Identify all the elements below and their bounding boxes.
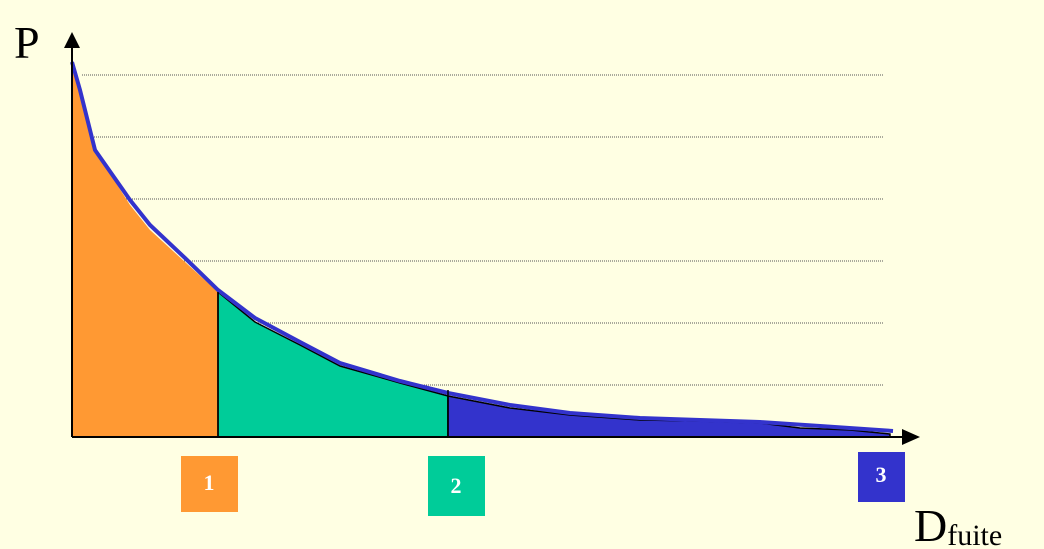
zone-3-box [858, 452, 905, 502]
zone-2-box [428, 456, 485, 516]
curve [70, 61, 894, 433]
x-axis-label: Dfuite [914, 500, 1002, 549]
x-axis-arrow [902, 429, 920, 445]
y-axis-arrow [64, 32, 80, 48]
zone-label: 3 [876, 462, 887, 487]
x-axis-label-subscript: fuite [947, 519, 1002, 549]
zone-label: 2 [451, 473, 462, 498]
grid [82, 74, 883, 386]
zone-1-area [72, 62, 218, 437]
x-axis-label-main: D [914, 500, 947, 549]
zone-1-box [181, 456, 238, 512]
y-axis-label: P [14, 17, 40, 68]
zone-label: 1 [204, 470, 215, 495]
